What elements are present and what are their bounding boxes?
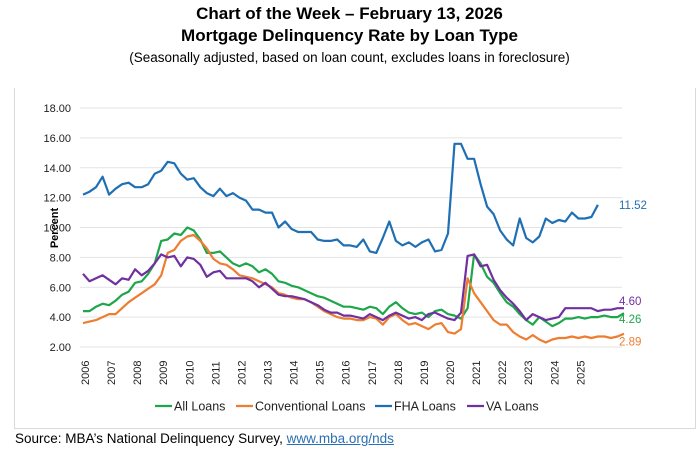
y-tick-label: 6.00 xyxy=(50,282,71,294)
source-label: Source: MBA’s National Delinquency Surve… xyxy=(15,431,287,446)
x-tick-label: 2009 xyxy=(158,361,170,385)
x-tick-label: 2022 xyxy=(497,361,509,385)
end-label: 4.26 xyxy=(619,314,641,326)
series-line-conventional-loans xyxy=(82,233,625,344)
x-tick-label: 2011 xyxy=(210,361,222,385)
legend-label: All Loans xyxy=(174,400,225,414)
end-label: 4.60 xyxy=(619,296,641,308)
chart-title-line2: Mortgage Delinquency Rate by Loan Type xyxy=(181,26,518,45)
source-note: Source: MBA’s National Delinquency Surve… xyxy=(15,431,394,446)
x-tick-label: 2025 xyxy=(575,361,587,385)
x-tick-label: 2007 xyxy=(106,361,118,385)
x-tick-label: 2020 xyxy=(445,361,457,385)
y-tick-label: 10.00 xyxy=(43,223,71,235)
y-tick-label: 18.00 xyxy=(43,103,71,115)
x-tick-label: 2023 xyxy=(523,361,535,385)
series-line-va-loans xyxy=(82,253,624,322)
x-tick-label: 2018 xyxy=(393,361,405,385)
legend-label: FHA Loans xyxy=(394,400,456,414)
series-lines xyxy=(82,142,625,344)
chart-title-line1: Chart of the Week – February 13, 2026 xyxy=(196,4,503,23)
y-tick-label: 4.00 xyxy=(50,312,71,324)
x-tick-label: 2017 xyxy=(367,361,379,385)
x-tick-label: 2019 xyxy=(419,361,431,385)
y-tick-labels: 2.00 4.00 6.00 8.00 10.00 12.00 14.00 16.00 18.0… xyxy=(43,103,71,354)
y-axis-label: Percent xyxy=(49,207,61,248)
y-tick-label: 14.00 xyxy=(43,163,71,175)
legend-label: Conventional Loans xyxy=(255,400,366,414)
x-tick-label: 2006 xyxy=(80,361,92,385)
y-tick-label: 16.00 xyxy=(43,133,71,145)
x-tick-label: 2012 xyxy=(236,361,248,385)
end-labels: 4.26 2.89 11.52 4.60 xyxy=(619,200,647,349)
x-tick-label: 2008 xyxy=(132,361,144,385)
chart-subtitle: (Seasonally adjusted, based on loan coun… xyxy=(129,50,570,65)
x-tick-label: 2010 xyxy=(184,361,196,385)
series-line-all-loans xyxy=(83,226,625,328)
x-tick-label: 2013 xyxy=(263,361,275,385)
end-label: 2.89 xyxy=(619,337,641,349)
series-line-fha-loans xyxy=(82,142,599,254)
chart-frame xyxy=(14,88,696,429)
y-tick-label: 12.00 xyxy=(43,193,71,205)
x-tick-label: 2024 xyxy=(549,361,561,385)
x-tick-labels: 2006 2007 2008 2009 2010 2011 2012 2013 2014 2015… xyxy=(80,361,587,385)
end-label: 11.52 xyxy=(619,200,647,212)
legend-label: VA Loans xyxy=(486,400,539,414)
x-tick-label: 2015 xyxy=(315,361,327,385)
x-tick-label: 2021 xyxy=(471,361,483,385)
source-link[interactable]: www.mba.org/nds xyxy=(286,431,394,446)
gridlines xyxy=(80,107,622,348)
y-tick-label: 2.00 xyxy=(50,342,71,354)
x-tick-label: 2014 xyxy=(289,361,301,385)
x-tick-label: 2016 xyxy=(341,361,353,385)
y-tick-label: 8.00 xyxy=(50,252,71,264)
legend: All Loans Conventional Loans FHA Loans VA L… xyxy=(155,400,539,414)
line-chart: 2.00 4.00 6.00 8.00 10.00 12.00 14.00 16.00 18.0… xyxy=(43,103,647,414)
